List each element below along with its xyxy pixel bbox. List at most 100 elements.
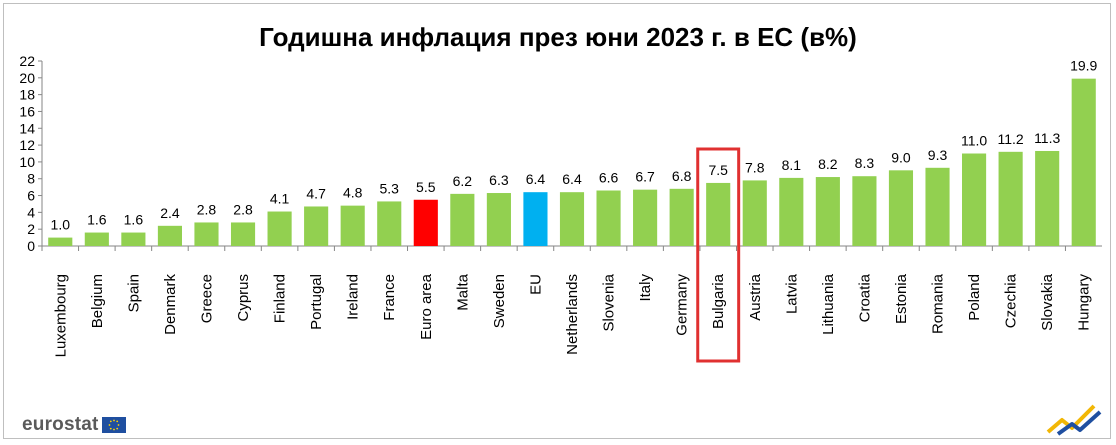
value-label: 6.2	[453, 173, 473, 189]
y-tick-label: 0	[27, 238, 35, 254]
value-label: 4.8	[343, 185, 363, 201]
bar-latvia	[779, 177, 804, 246]
category-label: Ireland	[345, 274, 362, 320]
value-label: 6.4	[526, 171, 546, 187]
category-label: Belgium	[89, 274, 106, 328]
bar-czechia	[998, 151, 1023, 246]
category-label: Estonia	[893, 273, 910, 324]
value-label: 8.1	[782, 157, 802, 173]
bar-estonia	[888, 170, 914, 246]
bar-germany	[669, 188, 694, 246]
bar-croatia	[852, 176, 877, 246]
value-label: 7.5	[708, 162, 728, 178]
category-label: Denmark	[162, 274, 179, 335]
y-tick-label: 4	[27, 204, 35, 220]
y-tick-label: 6	[27, 188, 35, 204]
y-tick-label: 10	[19, 154, 35, 170]
category-label: Latvia	[783, 273, 800, 314]
y-tick-label: 22	[19, 53, 35, 69]
value-label: 2.8	[233, 201, 253, 217]
bar-euro-area	[413, 199, 438, 246]
category-label: Netherlands	[564, 274, 581, 355]
bar-italy	[633, 189, 658, 246]
y-tick-label: 16	[19, 103, 35, 119]
value-label: 5.3	[380, 180, 400, 196]
bar-malta	[450, 193, 475, 246]
category-label: Italy	[637, 274, 654, 302]
bar-luxembourg	[48, 237, 73, 246]
category-label: Romania	[930, 273, 947, 334]
bar-france	[377, 201, 402, 246]
category-label: Cyprus	[235, 274, 252, 322]
y-tick-label: 20	[19, 70, 35, 86]
bar-hungary	[1071, 78, 1096, 246]
bar-netherlands	[559, 192, 585, 246]
value-label: 7.8	[745, 159, 765, 175]
bar-denmark	[157, 225, 182, 246]
category-label: Luxembourg	[52, 274, 69, 357]
bar-cyprus	[230, 222, 256, 246]
category-label: Spain	[125, 274, 142, 312]
bar-greece	[194, 222, 219, 246]
value-label: 9.3	[928, 147, 948, 163]
category-label: EU	[527, 274, 544, 295]
category-label: Euro area	[418, 273, 435, 340]
bar-spain	[121, 232, 146, 246]
bar-lithuania	[815, 177, 840, 246]
value-label: 6.4	[562, 171, 582, 187]
bar-portugal	[304, 206, 329, 246]
category-label: Malta	[454, 273, 471, 310]
category-label: Bulgaria	[710, 273, 727, 329]
y-tick-label: 18	[19, 87, 35, 103]
value-label: 2.8	[197, 201, 217, 217]
value-label: 19.9	[1070, 58, 1097, 74]
bar-romania	[925, 167, 950, 246]
value-label: 6.3	[489, 172, 509, 188]
y-tick-label: 14	[19, 120, 35, 136]
bar-ireland	[340, 205, 365, 246]
category-label: Slovenia	[601, 273, 618, 331]
y-tick-label: 12	[19, 137, 35, 153]
value-label: 8.2	[818, 156, 838, 172]
category-label: Czechia	[1003, 273, 1020, 328]
bar-finland	[267, 211, 292, 246]
bar-belgium	[84, 232, 109, 246]
bar-poland	[962, 153, 987, 246]
chart-frame: Годишна инфлация през юни 2023 г. в ЕС (…	[3, 3, 1111, 439]
value-label: 11.2	[998, 131, 1024, 147]
value-label: 11.3	[1034, 130, 1060, 146]
category-label: Sweden	[491, 274, 508, 328]
chart-trend-icon	[1046, 404, 1102, 436]
category-label: Slovakia	[1039, 273, 1056, 330]
y-tick-label: 2	[27, 221, 35, 237]
value-label: 8.3	[855, 155, 875, 171]
category-label: Croatia	[856, 273, 873, 322]
category-label: Portugal	[308, 274, 325, 330]
eu-flag-icon	[101, 417, 126, 433]
category-label: Lithuania	[820, 273, 837, 335]
category-label: Germany	[674, 274, 691, 336]
value-label: 4.7	[306, 185, 326, 201]
y-tick-label: 8	[27, 171, 35, 187]
bar-austria	[742, 180, 767, 246]
logo-text: eurostat	[22, 414, 99, 435]
value-label: 9.0	[891, 149, 911, 165]
bar-sweden	[486, 193, 511, 246]
value-label: 2.4	[160, 205, 180, 221]
category-label: Hungary	[1076, 274, 1093, 331]
value-label: 1.6	[124, 212, 144, 228]
bar-bulgaria	[706, 182, 731, 246]
eurostat-logo: eurostat	[22, 414, 126, 436]
value-label: 5.5	[416, 179, 436, 195]
bar-slovakia	[1035, 150, 1060, 246]
category-label: Poland	[966, 274, 983, 321]
bar-slovenia	[596, 190, 621, 246]
highlight-box-bulgaria	[696, 147, 741, 363]
category-label: Greece	[198, 274, 215, 323]
value-label: 6.6	[599, 170, 619, 186]
category-label: Austria	[747, 273, 764, 320]
value-label: 6.7	[635, 169, 655, 185]
category-label: France	[381, 274, 398, 321]
chart-title: Годишна инфлация през юни 2023 г. в ЕС (…	[259, 22, 857, 52]
